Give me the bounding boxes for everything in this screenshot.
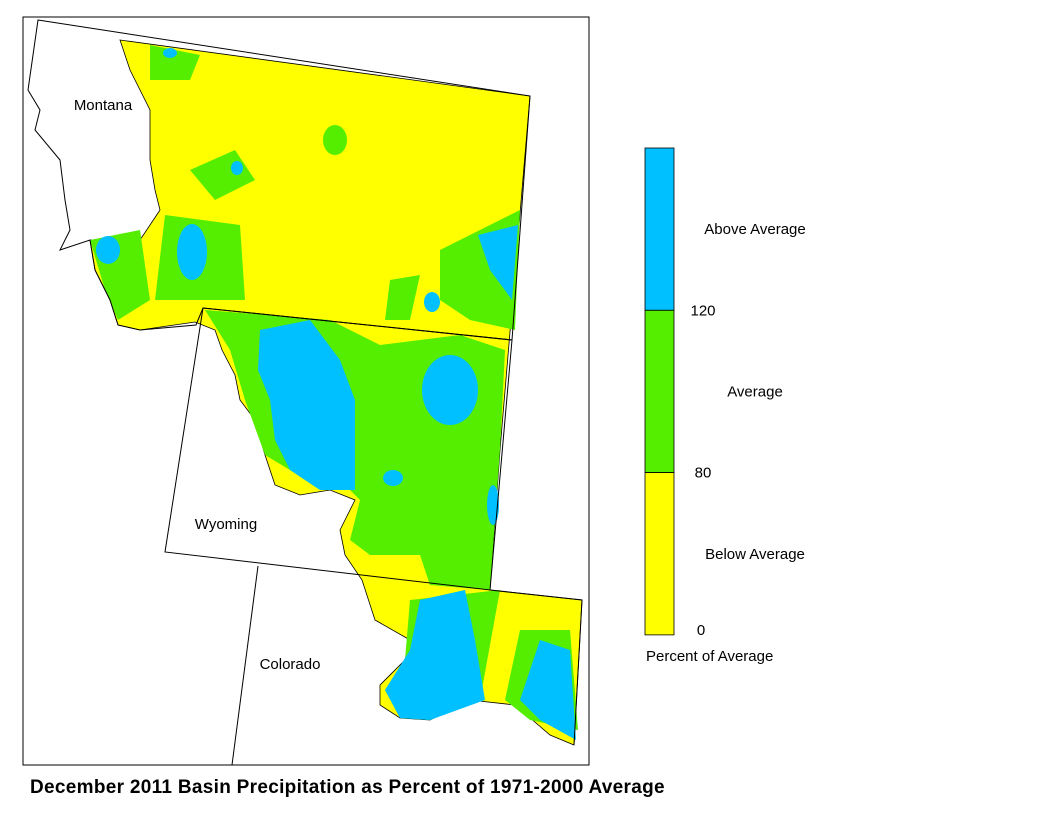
legend-tick-label: 80 [695,465,712,482]
legend-swatch [644,472,675,636]
legend-swatch [644,147,675,311]
legend: Above Average Average Below Average 120 80 0 [644,147,806,639]
legend-label: Below Average [705,546,805,563]
state-label: Wyoming [195,516,257,533]
legend-label: Average [727,383,783,400]
basin-above-average [96,48,576,740]
colorado-outline [231,565,259,766]
basin-map [27,19,583,766]
legend-swatch [644,309,675,473]
legend-label: Above Average [704,221,805,238]
legend-title: Percent of Average [646,648,773,665]
colorado-east-edge [489,589,583,746]
legend-tick-label: 0 [697,622,705,639]
map-title: December 2011 Basin Precipitation as Per… [30,777,665,798]
state-label: Montana [74,97,133,114]
state-label: Colorado [260,656,321,673]
legend-tick-label: 120 [690,302,715,319]
